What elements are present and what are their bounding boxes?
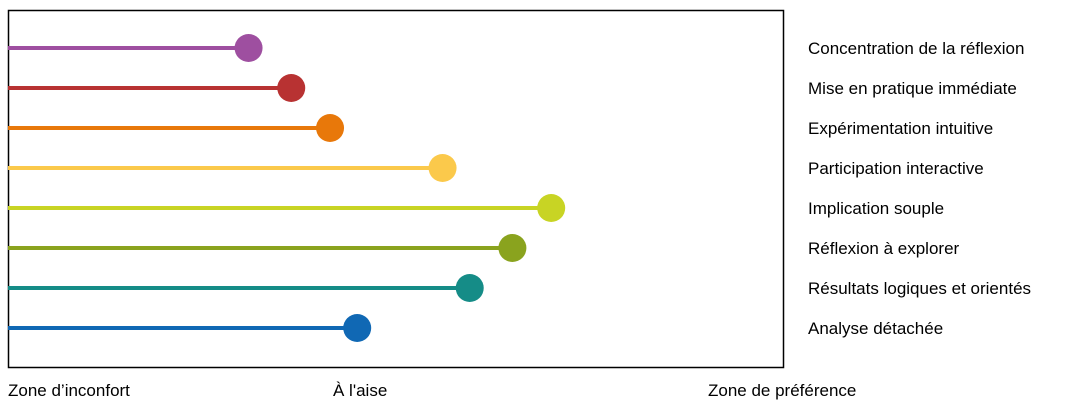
category-label: Implication souple [808,199,944,218]
x-zone-label: Zone de préférence [708,381,856,400]
lollipop-dot [343,314,372,342]
category-label: Expérimentation intuitive [808,119,993,138]
plot-frame [7,9,785,369]
x-zone-label: À l'aise [333,381,387,400]
lollipop-dot [316,114,345,142]
x-zone-label: Zone d’inconfort [8,381,130,400]
category-label: Résultats logiques et orientés [808,279,1031,298]
category-label: Participation interactive [808,159,984,178]
lollipop-dot [277,74,306,102]
chart-marks [8,34,566,342]
lollipop-dot [455,274,484,302]
zone-labels: Zone d’inconfort À l'aise Zone de préféren… [8,381,856,400]
category-label: Concentration de la réflexion [808,39,1024,58]
lollipop-dot [428,154,457,182]
lollipop-dot [234,34,263,62]
category-label: Mise en pratique immédiate [808,79,1017,98]
category-label: Analyse détachée [808,319,943,338]
category-label: Réflexion à explorer [808,239,960,258]
lollipop-dot [498,234,527,262]
lollipop-dot [537,194,566,222]
category-labels: Concentration de la réflexion Mise en pra… [808,39,1031,338]
